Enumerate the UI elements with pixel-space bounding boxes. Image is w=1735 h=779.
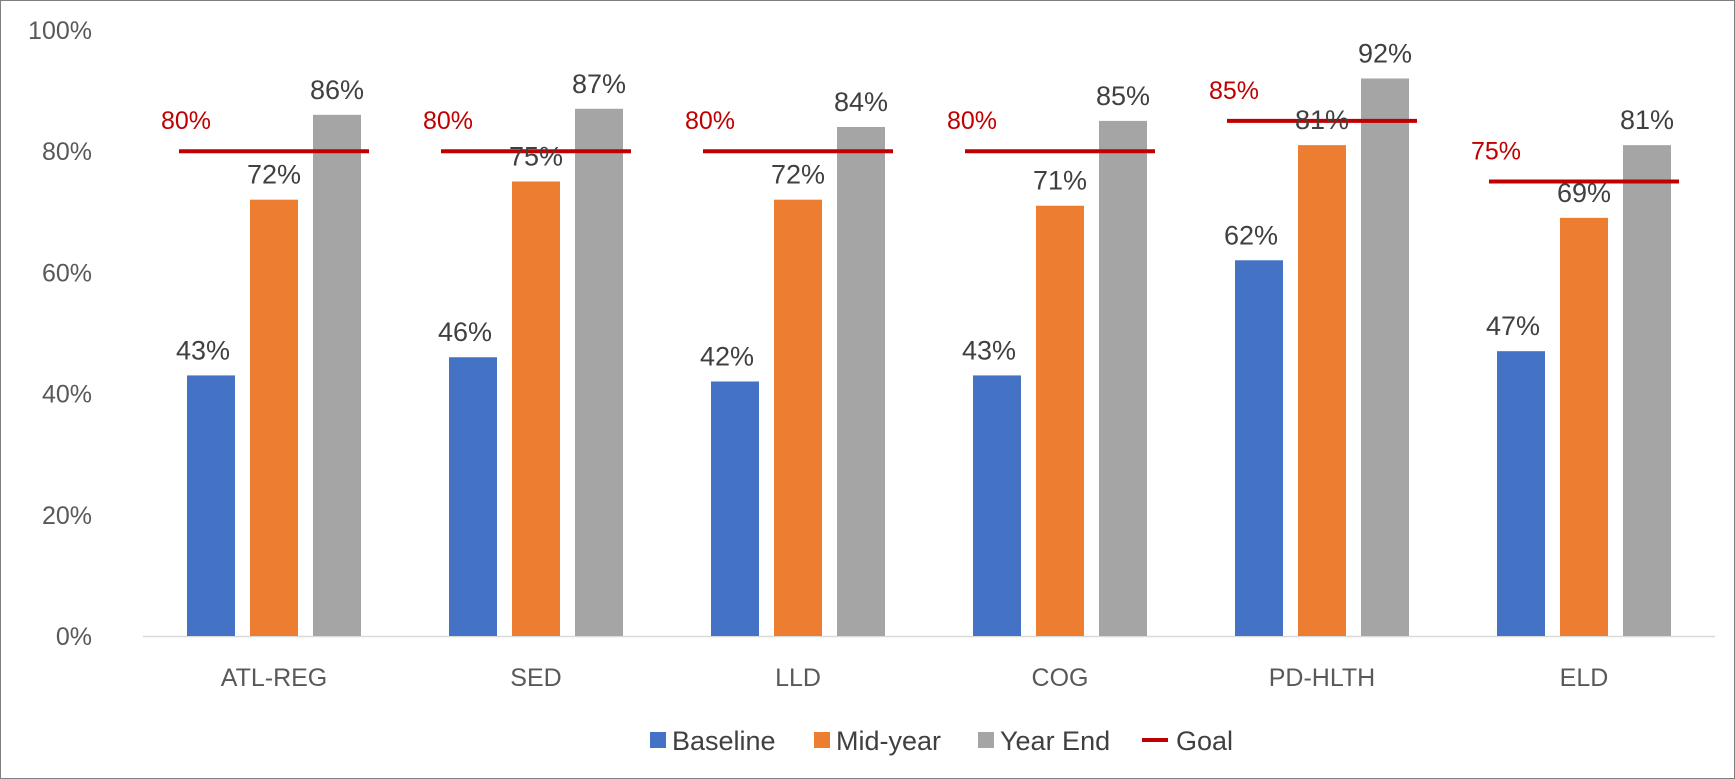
goal-label: 80%	[423, 107, 473, 135]
bar-year-end	[1099, 121, 1147, 636]
data-label: 81%	[1295, 105, 1349, 135]
data-label: 85%	[1096, 81, 1150, 111]
legend-label: Goal	[1176, 726, 1233, 756]
category-label: LLD	[775, 664, 821, 692]
y-tick-label: 60%	[42, 259, 92, 287]
bar-baseline	[973, 375, 1021, 636]
y-tick-label: 0%	[56, 623, 92, 651]
bar-mid-year	[512, 182, 560, 637]
bar-mid-year	[774, 200, 822, 636]
data-label: 69%	[1557, 178, 1611, 208]
y-tick-label: 20%	[42, 502, 92, 530]
bar-mid-year	[1560, 218, 1608, 636]
legend-label: Year End	[1000, 726, 1110, 756]
bar-baseline	[1235, 260, 1283, 636]
category-label: ATL-REG	[221, 664, 328, 692]
bar-year-end	[1623, 145, 1671, 636]
goal-label: 85%	[1209, 77, 1259, 105]
legend-label: Baseline	[672, 726, 776, 756]
bar-year-end	[837, 127, 885, 636]
bar-mid-year	[250, 200, 298, 636]
data-label: 84%	[834, 87, 888, 117]
goal-label: 80%	[161, 107, 211, 135]
y-tick-label: 80%	[42, 138, 92, 166]
bar-baseline	[187, 375, 235, 636]
data-label: 72%	[771, 160, 825, 190]
data-label: 46%	[438, 317, 492, 347]
data-label: 43%	[962, 335, 1016, 365]
category-label: ELD	[1560, 664, 1609, 692]
bar-year-end	[1361, 78, 1409, 636]
bar-baseline	[449, 357, 497, 636]
bar-mid-year	[1298, 145, 1346, 636]
category-label: PD-HLTH	[1269, 664, 1375, 692]
data-label: 43%	[176, 335, 230, 365]
category-label: SED	[510, 664, 561, 692]
bar-year-end	[575, 109, 623, 636]
data-label: 62%	[1224, 220, 1278, 250]
data-label: 87%	[572, 69, 626, 99]
bar-baseline	[711, 381, 759, 636]
data-label: 86%	[310, 75, 364, 105]
y-tick-label: 100%	[28, 17, 92, 45]
data-label: 47%	[1486, 311, 1540, 341]
goal-label: 80%	[947, 107, 997, 135]
category-label: COG	[1032, 664, 1089, 692]
legend-swatch	[650, 732, 666, 748]
legend-swatch	[978, 732, 994, 748]
data-label: 75%	[509, 142, 563, 172]
goal-label: 75%	[1471, 138, 1521, 166]
data-label: 42%	[700, 341, 754, 371]
bar-mid-year	[1036, 206, 1084, 636]
data-label: 71%	[1033, 166, 1087, 196]
legend-label: Mid-year	[836, 726, 941, 756]
y-tick-label: 40%	[42, 381, 92, 409]
data-label: 92%	[1358, 38, 1412, 68]
goal-label: 80%	[685, 107, 735, 135]
bar-baseline	[1497, 351, 1545, 636]
bar-year-end	[313, 115, 361, 636]
data-label: 72%	[247, 160, 301, 190]
legend-swatch	[814, 732, 830, 748]
data-label: 81%	[1620, 105, 1674, 135]
